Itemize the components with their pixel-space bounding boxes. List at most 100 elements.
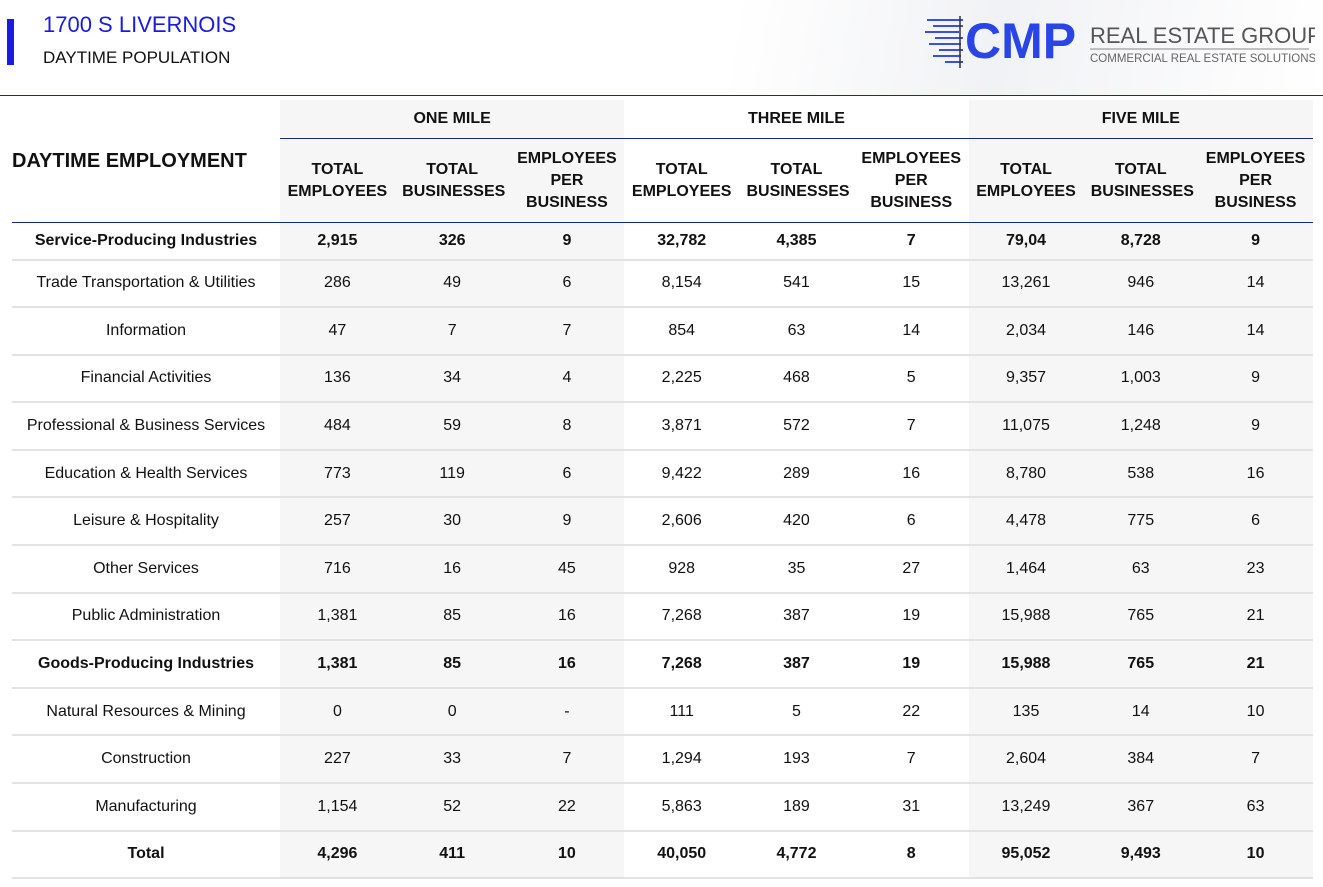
- cell: 136: [280, 354, 395, 404]
- cell: 2,034: [968, 307, 1084, 356]
- cell: 7,268: [624, 592, 740, 642]
- table-row: Public Administration 1,381 85 16 7,268 387 19…: [12, 592, 1313, 642]
- cell: 541: [739, 259, 854, 309]
- cell: 4,296: [280, 830, 395, 880]
- logo-lines: [925, 16, 963, 68]
- cell: 16: [509, 592, 625, 642]
- cell: 85: [394, 592, 510, 642]
- subtitle: DAYTIME POPULATION: [43, 48, 231, 67]
- cell: 3,871: [624, 402, 740, 451]
- row-label: Financial Activities: [12, 354, 281, 404]
- cell: 14: [1198, 307, 1313, 356]
- row-label: Construction: [12, 735, 281, 785]
- cell: 47: [280, 307, 395, 356]
- column-header: TOTAL EMPLOYEES: [624, 138, 740, 223]
- cell: 49: [394, 259, 510, 309]
- cell: 7: [394, 307, 510, 356]
- cell: 1,464: [968, 545, 1084, 594]
- employment-table: DAYTIME EMPLOYMENT ONE MILE THREE MILE FIVE…: [12, 100, 1313, 880]
- cell: 538: [1083, 449, 1199, 499]
- row-label: Goods-Producing Industries: [12, 640, 281, 689]
- cell: 6: [1198, 497, 1313, 547]
- cell: 289: [739, 449, 854, 499]
- cell: 10: [1198, 687, 1313, 737]
- cell: 95,052: [968, 830, 1084, 880]
- cell: 4,385: [739, 222, 854, 261]
- cell: 35: [739, 545, 854, 594]
- cell: 135: [968, 687, 1084, 737]
- table-row: Education & Health Services 773 119 6 9,422 2…: [12, 449, 1313, 499]
- cell: 468: [739, 354, 854, 404]
- cell: 326: [394, 222, 510, 261]
- table-row: Construction 227 33 7 1,294 193 7 2,604 384 7: [12, 735, 1313, 785]
- cell: 8,728: [1083, 222, 1199, 261]
- table-row: Other Services 716 16 45 928 35 27 1,464 63 23: [12, 545, 1313, 594]
- cell: 384: [1083, 735, 1199, 785]
- cell: 9,357: [968, 354, 1084, 404]
- cell: 85: [394, 640, 510, 689]
- column-header: TOTAL BUSINESSES: [739, 138, 854, 223]
- cell: 1,294: [624, 735, 740, 785]
- cell: 572: [739, 402, 854, 451]
- table-row: Goods-Producing Industries 1,381 85 16 7,268…: [12, 640, 1313, 689]
- cell: 257: [280, 497, 395, 547]
- cell: 7: [853, 735, 969, 785]
- cell: 1,003: [1083, 354, 1199, 404]
- column-header: TOTAL BUSINESSES: [394, 138, 510, 223]
- cell: 4,772: [739, 830, 854, 880]
- cell: 23: [1198, 545, 1313, 594]
- logo: CMP REAL ESTATE GROUP COMMERCIAL REAL ES…: [925, 13, 1315, 69]
- group-header: FIVE MILE: [968, 100, 1313, 139]
- column-header: EMPLOYEES PER BUSINESS: [1198, 138, 1313, 223]
- cell: 33: [394, 735, 510, 785]
- cell: 9: [509, 497, 625, 547]
- row-label: Natural Resources & Mining: [12, 687, 281, 737]
- cell: 193: [739, 735, 854, 785]
- cell: 1,381: [280, 592, 395, 642]
- cell: 13,261: [968, 259, 1084, 309]
- cell: 31: [853, 783, 969, 832]
- row-label: Other Services: [12, 545, 281, 594]
- table-row: Natural Resources & Mining 0 0-111 5 22 135 14…: [12, 687, 1313, 737]
- logo-name: REAL ESTATE GROUP: [1090, 23, 1315, 48]
- cell: 854: [624, 307, 740, 356]
- cell: 8,154: [624, 259, 740, 309]
- cell: 1,248: [1083, 402, 1199, 451]
- cell: 16: [853, 449, 969, 499]
- cell: 765: [1083, 592, 1199, 642]
- column-header-text: TOTAL EMPLOYEES: [631, 160, 732, 200]
- cell: 19: [853, 592, 969, 642]
- cell: 14: [1083, 687, 1199, 737]
- cell: 9: [1198, 402, 1313, 451]
- cell: 30: [394, 497, 510, 547]
- cell: 5: [739, 687, 854, 737]
- table-row: Service-Producing Industries 2,915 326 9 32,…: [12, 222, 1313, 261]
- column-header: TOTAL EMPLOYEES: [280, 138, 395, 223]
- cell: 5: [853, 354, 969, 404]
- cell: 6: [853, 497, 969, 547]
- logo-brand: CMP: [965, 13, 1076, 69]
- cell: 2,604: [968, 735, 1084, 785]
- cell: 1,381: [280, 640, 395, 689]
- column-header-text: TOTAL BUSINESSES: [1090, 160, 1194, 200]
- cell: 34: [394, 354, 510, 404]
- cell: 5,863: [624, 783, 740, 832]
- cell: 14: [853, 307, 969, 356]
- cell: 32,782: [624, 222, 740, 261]
- column-header-text: EMPLOYEES PER BUSINESS: [517, 149, 617, 211]
- cell: 946: [1083, 259, 1199, 309]
- row-label: Leisure & Hospitality: [12, 497, 281, 547]
- row-label: Information: [12, 307, 281, 356]
- column-header-text: EMPLOYEES PER BUSINESS: [1205, 149, 1306, 211]
- cell: 15,988: [968, 640, 1084, 689]
- table-row: Total 4,296 411 10 40,050 4,772 8 95,052 9,493 10: [12, 830, 1313, 880]
- cell: 387: [739, 592, 854, 642]
- cell: 367: [1083, 783, 1199, 832]
- cell: 9: [1198, 222, 1313, 261]
- row-label: Education & Health Services: [12, 449, 281, 499]
- cell: 286: [280, 259, 395, 309]
- cell: 7: [1198, 735, 1313, 785]
- cell: 21: [1198, 640, 1313, 689]
- column-header: EMPLOYEES PER BUSINESS: [509, 138, 625, 223]
